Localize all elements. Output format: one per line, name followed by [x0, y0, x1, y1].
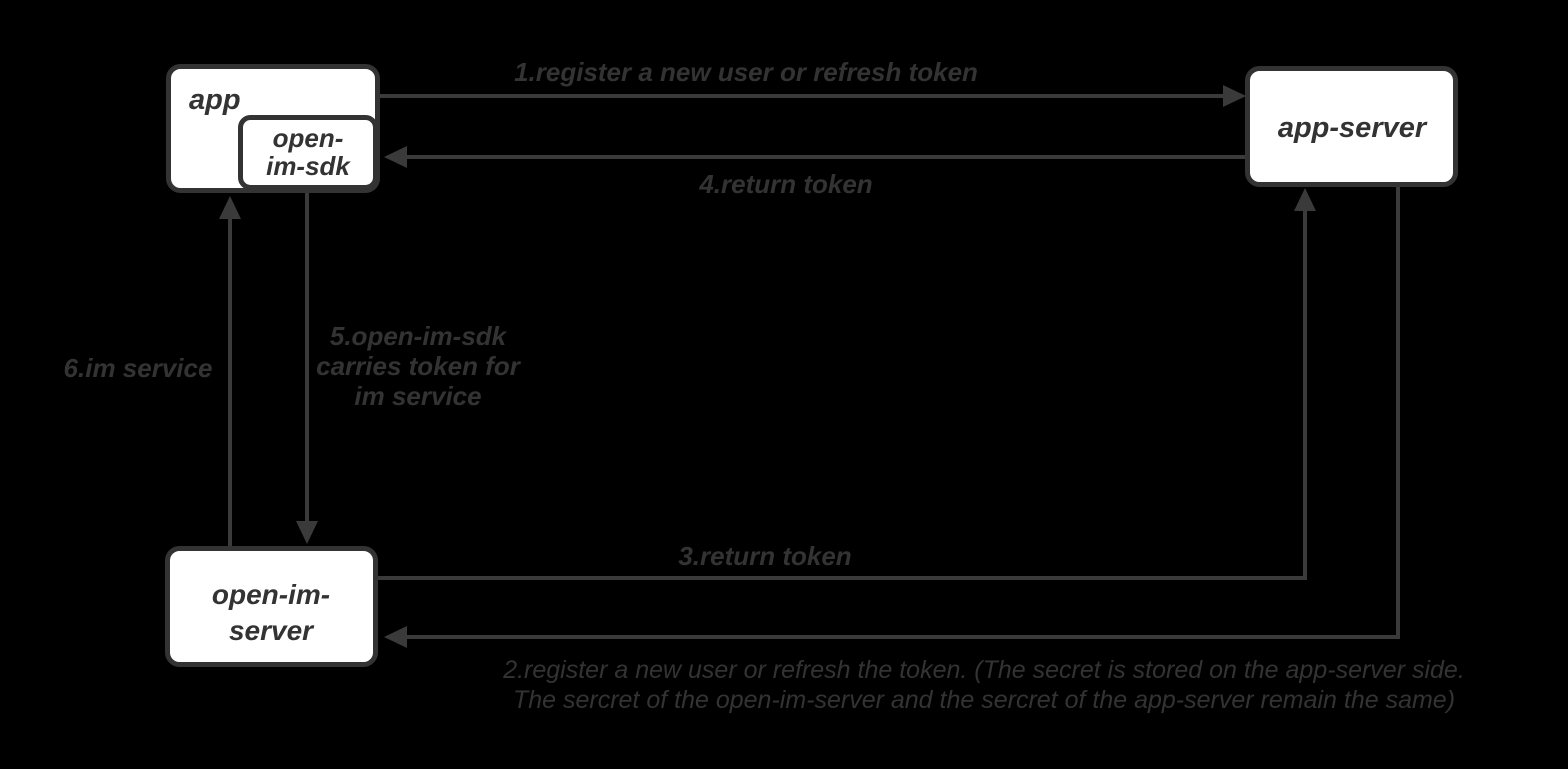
edge-6-arrowhead-icon [219, 196, 241, 219]
edge-3-line [378, 210, 1307, 580]
edge-3-arrowhead-icon [1294, 188, 1316, 211]
node-app-server-label: app-server [1278, 112, 1428, 144]
edge-4-app-server-to-open-im-sdk: 4.return token [384, 146, 1247, 199]
node-open-im-server: open-im- server [165, 546, 378, 667]
edge-3-label: 3.return token [678, 541, 851, 571]
node-app-label: app [189, 84, 241, 116]
node-open-im-sdk-label-line2: im-sdk [266, 151, 351, 181]
edge-6-label: 6.im service [64, 353, 213, 383]
edge-4-label: 4.return token [698, 169, 872, 199]
node-app-server-box [1245, 66, 1458, 187]
node-open-im-sdk-label-line1: open- [273, 123, 344, 153]
edge-5-open-im-sdk-to-open-im-server: 5.open-im-sdk carries token for im servi… [296, 191, 522, 544]
edge-1-arrowhead-icon [1223, 85, 1246, 107]
edge-2-line [406, 185, 1400, 639]
edge-2-label-line1: 2.register a new user or refresh the tok… [502, 656, 1465, 684]
edge-5-arrowhead-icon [296, 521, 318, 544]
node-app-server: app-server [1245, 66, 1458, 187]
node-open-im-server-label-line2: server [229, 615, 315, 646]
node-open-im-sdk: open- im-sdk [238, 115, 378, 190]
edge-5-label-line2: carries token for [316, 351, 522, 381]
edge-4-arrowhead-icon [384, 146, 407, 168]
edge-5-label-line1: 5.open-im-sdk [330, 321, 508, 351]
node-open-im-sdk-box [238, 115, 378, 190]
edge-2-app-server-to-open-im-server: 2.register a new user or refresh the tok… [384, 185, 1465, 714]
node-open-im-server-label-line1: open-im- [212, 579, 330, 610]
node-open-im-server-box [165, 546, 378, 667]
edge-3-open-im-server-to-app-server: 3.return token [378, 188, 1316, 580]
edge-2-arrowhead-icon [384, 626, 407, 648]
edge-6-open-im-server-to-app: 6.im service [64, 196, 241, 548]
edge-5-label-line3: im service [354, 381, 481, 411]
edge-2-label-line2: The sercret of the open-im-server and th… [513, 686, 1455, 714]
edge-1-app-to-app-server: 1.register a new user or refresh token [378, 57, 1246, 107]
edge-1-label: 1.register a new user or refresh token [514, 57, 978, 87]
